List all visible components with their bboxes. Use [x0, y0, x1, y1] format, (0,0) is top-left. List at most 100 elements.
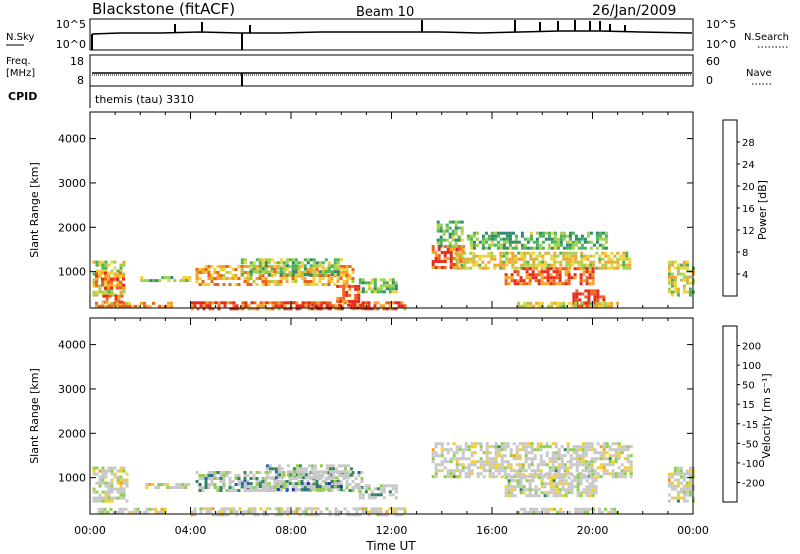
- velocity-cell: [582, 476, 586, 480]
- power-cell: [458, 245, 462, 248]
- velocity-cell: [267, 486, 271, 489]
- power-cell: [553, 263, 557, 267]
- power-cell: [559, 263, 563, 267]
- velocity-cell: [467, 463, 471, 467]
- power-cell: [195, 277, 199, 280]
- velocity-cell: [688, 478, 692, 482]
- power-cell: [570, 276, 574, 280]
- velocity-cell: [527, 445, 531, 449]
- velocity-cell: [357, 474, 361, 477]
- power-cell: [167, 276, 171, 280]
- velocity-cell: [228, 480, 232, 483]
- power-cell: [523, 246, 527, 250]
- power-cell: [484, 254, 488, 258]
- velocity-cell: [358, 487, 362, 491]
- velocity-cell: [107, 490, 111, 494]
- velocity-cell: [685, 472, 689, 476]
- power-cell: [104, 284, 108, 288]
- velocity-cell: [397, 513, 401, 517]
- power-cell: [595, 304, 599, 308]
- power-cell: [243, 280, 247, 283]
- velocity-cell: [304, 507, 308, 511]
- power-cell: [318, 261, 322, 265]
- velocity-cell: [611, 460, 615, 464]
- velocity-cell: [100, 510, 104, 514]
- velocity-cell: [258, 485, 262, 489]
- velocity-cell: [588, 494, 592, 498]
- velocity-cell: [551, 466, 555, 470]
- velocity-cell: [557, 448, 561, 452]
- velocity-cell: [446, 448, 450, 452]
- power-cell: [318, 264, 322, 268]
- power-cell: [327, 267, 331, 271]
- velocity-cell: [223, 513, 227, 517]
- velocity-cell: [596, 475, 600, 479]
- power-cell: [122, 263, 126, 267]
- power-cell: [556, 240, 560, 244]
- power-cell: [688, 281, 692, 285]
- velocity-cell: [145, 507, 149, 511]
- velocity-cell: [313, 476, 317, 480]
- velocity-cell: [219, 480, 223, 483]
- power-cell: [232, 304, 236, 308]
- power-cell: [595, 301, 599, 305]
- velocity-cell: [685, 493, 689, 497]
- velocity-cell: [437, 454, 441, 458]
- velocity-cell: [276, 483, 280, 486]
- power-cell: [110, 283, 113, 287]
- velocity-cell: [536, 469, 540, 473]
- velocity-cell: [531, 479, 535, 483]
- power-cell: [673, 287, 677, 291]
- velocity-cell: [285, 485, 289, 489]
- velocity-cell: [107, 469, 111, 473]
- power-cell: [517, 301, 521, 305]
- velocity-cell: [298, 507, 302, 511]
- power-cell: [522, 267, 526, 271]
- velocity-cell: [313, 467, 317, 471]
- power-cell: [502, 263, 506, 267]
- velocity-cell: [540, 482, 544, 486]
- velocity-cell: [343, 473, 347, 477]
- power-cell: [316, 301, 320, 305]
- power-cell: [258, 258, 262, 262]
- velocity-cell: [343, 507, 347, 511]
- power-cell: [327, 261, 331, 265]
- velocity-cell: [216, 477, 220, 480]
- power-cell: [306, 261, 310, 265]
- power-cell: [234, 274, 238, 277]
- velocity-cell: [210, 483, 214, 486]
- velocity-cell: [591, 476, 595, 480]
- power-cell: [679, 263, 683, 267]
- velocity-cell: [295, 467, 299, 471]
- velocity-cell: [243, 471, 247, 474]
- velocity-cell: [330, 480, 334, 483]
- power-cell: [357, 299, 361, 303]
- velocity-cell: [580, 510, 584, 514]
- velocity-cell: [461, 463, 465, 467]
- velocity-cell: [345, 483, 349, 486]
- velocity-cell: [175, 483, 179, 486]
- power-cell: [143, 301, 146, 305]
- velocity-cell: [570, 488, 574, 492]
- velocity-cell: [522, 488, 526, 492]
- velocity-cell: [479, 463, 483, 467]
- velocity-cell: [334, 507, 338, 511]
- power-cell: [457, 251, 461, 255]
- power-colorbar-tick-label: 28: [742, 138, 755, 149]
- power-cell: [309, 273, 313, 277]
- velocity-cell: [340, 470, 344, 474]
- power-cell: [667, 269, 671, 273]
- velocity-cell: [113, 487, 117, 491]
- velocity-cell: [104, 499, 108, 503]
- power-cell: [312, 283, 316, 286]
- velocity-cell: [288, 474, 292, 477]
- power-cell: [255, 258, 259, 262]
- velocity-cell: [92, 496, 96, 500]
- power-cell: [342, 284, 346, 288]
- power-cell: [167, 279, 171, 283]
- velocity-cell: [614, 448, 618, 452]
- power-cell: [478, 263, 482, 267]
- velocity-cell: [301, 467, 305, 471]
- velocity-cell: [608, 463, 612, 467]
- power-cell: [213, 277, 217, 280]
